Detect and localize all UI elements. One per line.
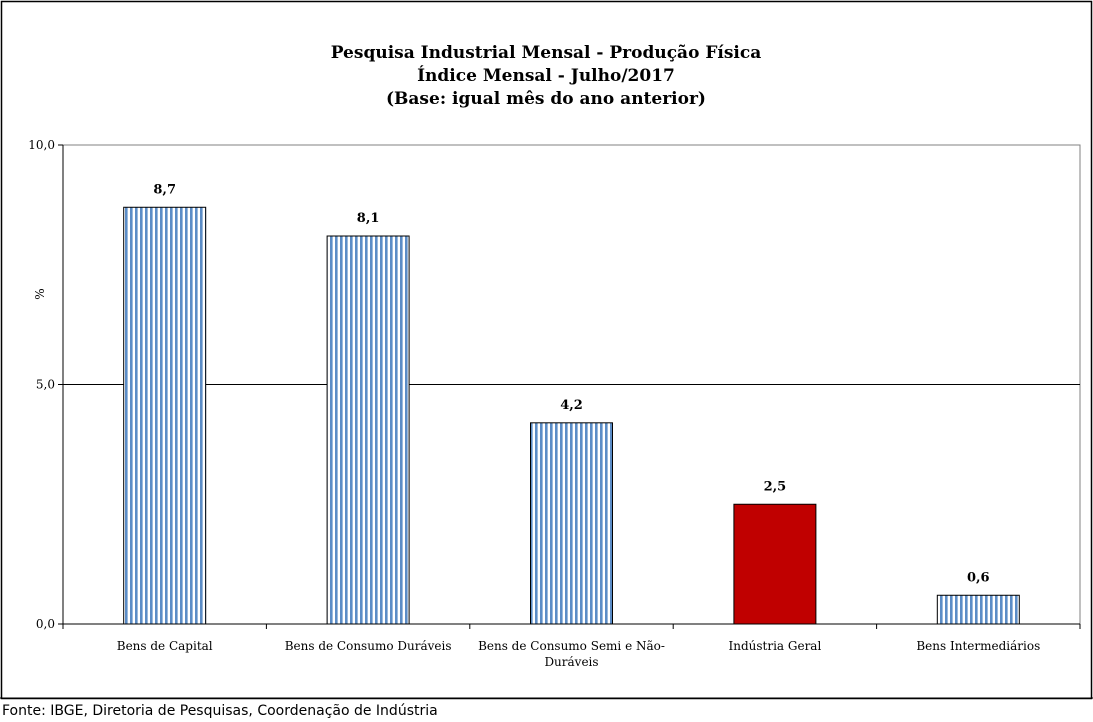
chart-title: Pesquisa Industrial Mensal - Produção Fí… — [331, 43, 762, 109]
category-label: Bens de Capital — [117, 639, 213, 653]
data-label: 8,7 — [153, 182, 176, 197]
bar — [733, 503, 817, 625]
category-label: Duráveis — [544, 655, 598, 669]
bar — [530, 422, 613, 625]
category-label: Bens de Consumo Duráveis — [285, 639, 452, 653]
plot-area: 0,0 5,0 10,0 8,7 Bens de Capital 8,1 Bens de C… — [28, 138, 1081, 669]
category-label: Bens Intermediários — [916, 639, 1040, 653]
bar — [326, 235, 410, 625]
data-label: 8,1 — [357, 211, 380, 226]
y-axis-label: % — [33, 288, 47, 299]
data-label: 2,5 — [764, 479, 787, 494]
data-label: 4,2 — [560, 398, 583, 413]
y-tick-label: 10,0 — [28, 138, 55, 152]
bar — [936, 594, 1020, 625]
chart-title-line-1: Pesquisa Industrial Mensal - Produção Fí… — [331, 43, 762, 63]
source-note: Fonte: IBGE, Diretoria de Pesquisas, Coo… — [2, 703, 438, 719]
y-tick-label: 5,0 — [36, 378, 55, 392]
data-label: 0,6 — [967, 570, 990, 585]
chart-title-line-3: (Base: igual mês do ano anterior) — [386, 89, 706, 109]
y-tick-label: 0,0 — [36, 617, 55, 631]
chart-title-line-2: Índice Mensal - Julho/2017 — [417, 65, 675, 86]
category-label: Indústria Geral — [728, 639, 821, 653]
y-axis-label-group: % — [33, 288, 47, 299]
bar — [123, 206, 207, 625]
category-label: Bens de Consumo Semi e Não- — [478, 639, 665, 653]
